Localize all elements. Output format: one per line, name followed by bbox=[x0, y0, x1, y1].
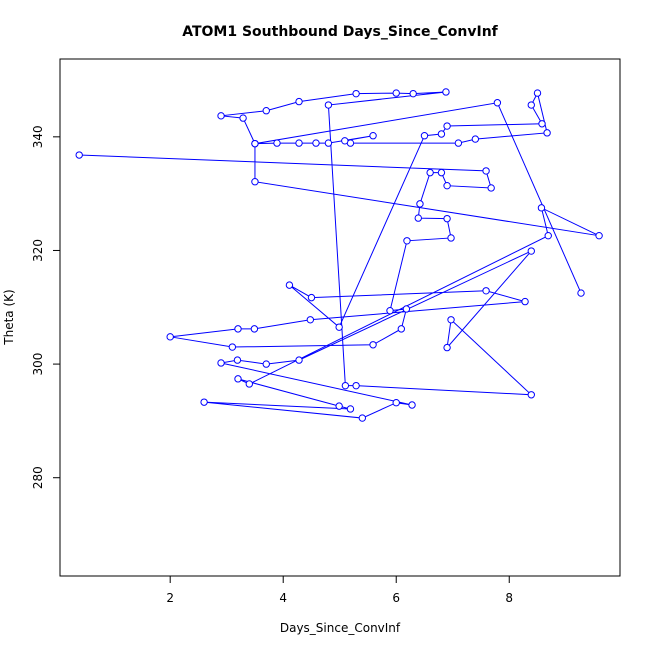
point bbox=[200, 398, 208, 406]
point bbox=[408, 401, 416, 409]
point bbox=[166, 333, 174, 341]
point bbox=[369, 131, 377, 140]
point bbox=[521, 297, 529, 306]
point bbox=[527, 391, 535, 399]
point bbox=[307, 293, 316, 302]
point bbox=[251, 139, 259, 148]
point bbox=[295, 356, 303, 364]
point bbox=[341, 381, 350, 390]
y-tick-label: 280 bbox=[31, 466, 45, 489]
point bbox=[403, 237, 411, 245]
point bbox=[595, 231, 603, 240]
y-tick-label: 340 bbox=[31, 125, 45, 148]
point bbox=[487, 184, 495, 192]
point bbox=[402, 305, 411, 313]
point bbox=[245, 380, 254, 388]
point bbox=[352, 89, 360, 98]
point bbox=[544, 231, 552, 240]
point bbox=[335, 323, 343, 331]
point bbox=[537, 204, 546, 212]
point bbox=[443, 343, 451, 352]
point bbox=[386, 306, 394, 315]
point bbox=[262, 107, 270, 115]
point bbox=[75, 151, 83, 159]
point bbox=[217, 359, 225, 367]
point bbox=[443, 214, 451, 223]
point bbox=[414, 214, 422, 222]
y-tick-label: 320 bbox=[31, 239, 45, 262]
point bbox=[416, 200, 424, 208]
point bbox=[358, 414, 367, 422]
point bbox=[437, 130, 446, 138]
point bbox=[471, 135, 480, 143]
x-tick-label: 2 bbox=[166, 591, 174, 605]
point bbox=[228, 343, 237, 351]
point bbox=[324, 101, 333, 109]
point bbox=[538, 120, 546, 128]
point bbox=[577, 289, 585, 297]
point bbox=[285, 281, 294, 289]
point bbox=[447, 234, 455, 242]
point bbox=[482, 167, 490, 175]
point bbox=[312, 139, 320, 147]
y-tick-label: 300 bbox=[31, 353, 45, 376]
point bbox=[442, 88, 450, 96]
x-tick-label: 8 bbox=[505, 591, 513, 605]
point bbox=[543, 129, 551, 137]
point bbox=[250, 325, 259, 333]
point bbox=[426, 168, 434, 177]
y-axis-label: Theta (K) bbox=[2, 289, 16, 345]
point bbox=[295, 139, 303, 147]
point bbox=[234, 325, 242, 333]
point bbox=[533, 89, 542, 97]
point bbox=[454, 139, 463, 147]
point bbox=[273, 139, 281, 147]
x-tick-label: 6 bbox=[392, 591, 400, 605]
point bbox=[262, 360, 270, 368]
point bbox=[420, 131, 429, 140]
point bbox=[335, 402, 343, 410]
series-line bbox=[79, 91, 600, 419]
point bbox=[527, 101, 535, 109]
point bbox=[527, 247, 535, 255]
point bbox=[392, 89, 400, 97]
point bbox=[233, 356, 242, 364]
point bbox=[234, 375, 242, 383]
chart-title: ATOM1 Southbound Days_Since_ConvInf bbox=[182, 24, 498, 40]
point bbox=[352, 381, 360, 390]
point bbox=[443, 122, 451, 130]
point bbox=[217, 112, 225, 120]
point bbox=[369, 341, 377, 349]
point bbox=[409, 89, 417, 98]
point bbox=[324, 139, 333, 147]
point bbox=[239, 114, 247, 122]
point bbox=[443, 181, 451, 190]
point bbox=[341, 137, 349, 145]
x-axis-label: Days_Since_ConvInf bbox=[280, 621, 401, 635]
plot-box bbox=[59, 58, 621, 577]
point bbox=[397, 325, 406, 333]
point bbox=[392, 399, 400, 407]
point bbox=[251, 178, 259, 186]
point bbox=[447, 316, 455, 324]
point bbox=[306, 316, 315, 324]
point bbox=[346, 405, 355, 413]
point bbox=[437, 168, 446, 177]
point bbox=[295, 97, 303, 106]
x-tick-label: 4 bbox=[279, 591, 287, 605]
point bbox=[482, 287, 490, 295]
point bbox=[493, 99, 502, 107]
